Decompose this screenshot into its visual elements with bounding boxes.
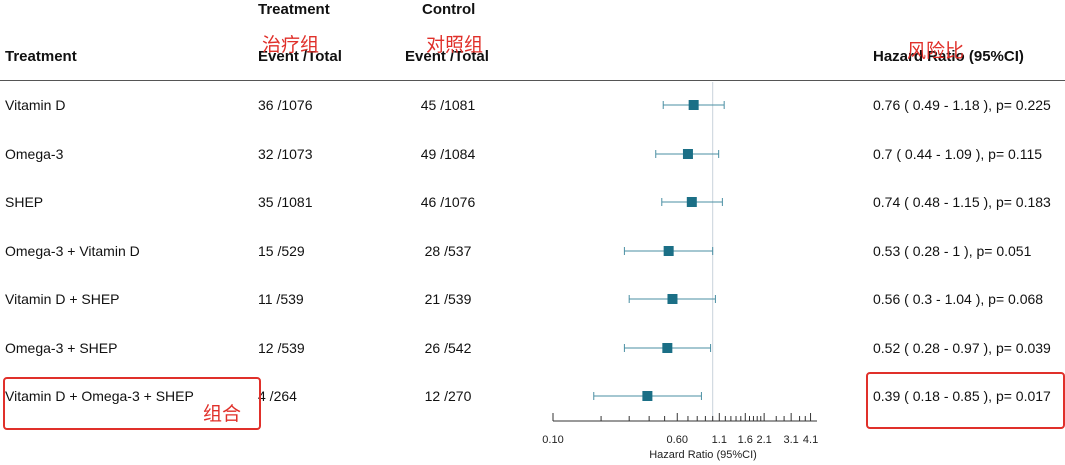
- hr-marker: [642, 391, 653, 401]
- treatment-event-total: 35 /1081: [258, 194, 313, 210]
- control-event-total: 21 /539: [424, 291, 472, 307]
- combination-row-highlight: [3, 377, 261, 430]
- hazard-ratio-text: 0.74 ( 0.48 - 1.15 ), p= 0.183: [873, 194, 1051, 210]
- treatment-name: SHEP: [5, 194, 44, 210]
- combination-annotation: 组合: [203, 403, 242, 425]
- treatment-event-total: 15 /529: [258, 243, 305, 259]
- x-axis-tick-label: 1.1: [712, 434, 727, 446]
- hazard-ratio-annotation: 风险比: [907, 40, 965, 62]
- x-axis-tick-label: 4.1: [803, 434, 818, 446]
- hazard-ratio-text: 0.52 ( 0.28 - 0.97 ), p= 0.039: [873, 340, 1051, 356]
- control-event-total: 26 /542: [424, 340, 472, 356]
- treatment-event-total: 12 /539: [258, 340, 305, 356]
- control-event-total: 12 /270: [424, 388, 472, 404]
- hazard-ratio-header: Hazard Ratio (95%CI): [873, 48, 1024, 65]
- x-axis-title: Hazard Ratio (95%CI): [649, 449, 757, 461]
- x-axis-tick-label: 0.10: [542, 434, 563, 446]
- x-axis-tick-label: 2.1: [756, 434, 771, 446]
- treatment-name: Vitamin D + SHEP: [5, 291, 120, 307]
- control-event-total: 49 /1084: [420, 146, 476, 162]
- hr-marker: [662, 343, 673, 353]
- treatment-event-total: 11 /539: [258, 291, 304, 307]
- hazard-ratio-text: 0.7 ( 0.44 - 1.09 ), p= 0.115: [873, 146, 1043, 162]
- combination-hr-highlight: [866, 372, 1065, 429]
- x-axis-tick-label: 3.1: [784, 434, 799, 446]
- hr-marker: [682, 149, 693, 159]
- control-event-total-header: Event /Total: [405, 48, 489, 65]
- treatment-name: Omega-3 + Vitamin D: [5, 243, 140, 259]
- hr-marker: [667, 294, 678, 304]
- hazard-ratio-text: 0.53 ( 0.28 - 1 ), p= 0.051: [873, 243, 1032, 259]
- treatment-name: Vitamin D + Omega-3 + SHEP: [5, 388, 194, 404]
- treatment-event-total: 32 /1073: [258, 146, 313, 162]
- group-treatment-header: Treatment: [258, 1, 330, 18]
- x-axis-tick-label: 1.6: [738, 434, 753, 446]
- hazard-ratio-text: 0.39 ( 0.18 - 0.85 ), p= 0.017: [873, 388, 1051, 404]
- treatment-group-annotation: 治疗组: [262, 34, 320, 56]
- x-axis-tick-label: 0.60: [667, 434, 688, 446]
- control-event-total: 46 /1076: [420, 194, 476, 210]
- treatment-event-total-header: Event /Total: [258, 48, 342, 65]
- group-control-header: Control: [422, 1, 476, 18]
- treatment-name: Vitamin D: [5, 97, 66, 113]
- hr-marker: [663, 246, 674, 256]
- treatment-event-total: 4 /264: [258, 388, 297, 404]
- hr-marker: [686, 197, 697, 207]
- treatment-name: Omega-3 + SHEP: [5, 340, 118, 356]
- treatment-name: Omega-3: [5, 146, 64, 162]
- hazard-ratio-text: 0.76 ( 0.49 - 1.18 ), p= 0.225: [873, 97, 1051, 113]
- control-group-annotation: 对照组: [426, 34, 484, 56]
- treatment-event-total: 36 /1076: [258, 97, 313, 113]
- hazard-ratio-text: 0.56 ( 0.3 - 1.04 ), p= 0.068: [873, 291, 1044, 307]
- hr-marker: [688, 100, 699, 110]
- treatment-column-header: Treatment: [5, 48, 77, 65]
- control-event-total: 45 /1081: [420, 97, 476, 113]
- control-event-total: 28 /537: [424, 243, 472, 259]
- header-divider: [0, 80, 1065, 81]
